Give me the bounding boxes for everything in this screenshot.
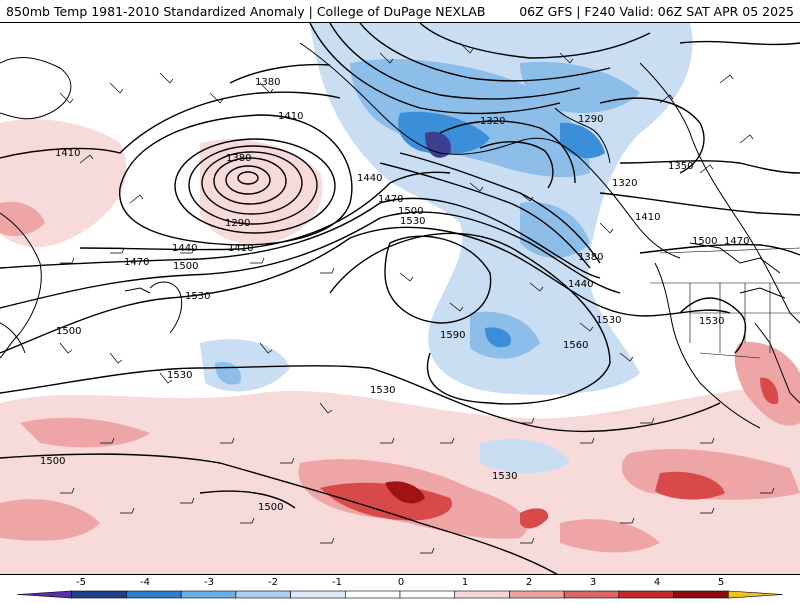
height-contours: [0, 23, 800, 574]
contour-label: 1410: [55, 148, 80, 159]
contour-label: 1470: [124, 257, 149, 268]
colorbar-tick: 1: [462, 577, 468, 588]
colorbar-tick: -2: [268, 577, 278, 588]
contour-label: 1500: [173, 261, 198, 272]
contour-label: 1440: [357, 173, 382, 184]
colorbar-tick: 3: [590, 577, 596, 588]
contour-label: 1350: [668, 161, 693, 172]
cold-anomaly-shading: [200, 23, 693, 474]
colorbar-swatch: [509, 590, 565, 599]
colorbar-tick: -5: [76, 577, 86, 588]
contour-labels: 1380 1410 1410 1380 1290 1440 1410 1470 …: [40, 77, 749, 513]
contour-label: 1290: [225, 218, 250, 229]
contour-label: 1470: [724, 236, 749, 247]
model-valid-time: 06Z GFS | F240 Valid: 06Z SAT APR 05 202…: [519, 4, 794, 19]
colorbar-swatch: [290, 590, 346, 599]
colorbar-tick-labels: -5 -4 -3 -2 -1 0 1 2 3 4 5: [76, 577, 724, 588]
colorbar-swatch: [180, 590, 237, 599]
contour-label: 1530: [185, 291, 210, 302]
colorbar-tick: 2: [526, 577, 532, 588]
contour-label: 1470: [378, 194, 403, 205]
contour-label: 1500: [56, 326, 81, 337]
colorbar-tick: 0: [398, 577, 404, 588]
contour-label: 1500: [398, 206, 423, 217]
contour-label: 1410: [278, 111, 303, 122]
contour-label: 1440: [172, 243, 197, 254]
contour-label: 1380: [578, 252, 603, 263]
contour-label: 1380: [226, 153, 251, 164]
contour-label: 1530: [492, 471, 517, 482]
colorbar: -5 -4 -3 -2 -1 0 1 2 3 4 5: [0, 575, 800, 600]
colorbar-swatches: [16, 590, 784, 599]
contour-label: 1500: [40, 456, 65, 467]
contour-label: 1530: [400, 216, 425, 227]
colorbar-swatch: [235, 590, 291, 599]
contour-label: 1530: [596, 315, 621, 326]
colorbar-tick: -4: [140, 577, 150, 588]
contour-label: 1440: [568, 279, 593, 290]
colorbar-tick: 5: [718, 577, 724, 588]
colorbar-tick: -3: [204, 577, 214, 588]
contour-label: 1320: [612, 178, 637, 189]
colorbar-swatch: [454, 590, 510, 599]
contour-label: 1530: [699, 316, 724, 327]
colorbar-swatch: [344, 590, 401, 599]
contour-label: 1380: [255, 77, 280, 88]
contour-label: 1410: [635, 212, 660, 223]
contour-label: 1500: [692, 236, 717, 247]
colorbar-tick: 4: [654, 577, 660, 588]
colorbar-tick: -1: [332, 577, 342, 588]
colorbar-swatch: [618, 590, 674, 599]
colorbar-swatch: [563, 590, 620, 599]
contour-label: 1410: [228, 243, 253, 254]
colorbar-swatch: [126, 590, 182, 599]
map-title: 850mb Temp 1981-2010 Standardized Anomal…: [6, 4, 486, 19]
header: 850mb Temp 1981-2010 Standardized Anomal…: [0, 0, 800, 22]
contour-label: 1590: [440, 330, 465, 341]
colorbar-swatch: [727, 590, 784, 599]
colorbar-swatch: [16, 590, 73, 599]
colorbar-swatch: [399, 590, 456, 599]
contour-label: 1290: [578, 114, 603, 125]
contour-label: 1320: [480, 116, 505, 127]
weather-map: 1380 1410 1410 1380 1290 1440 1410 1470 …: [0, 22, 800, 575]
contour-label: 1560: [563, 340, 588, 351]
contour-label: 1530: [167, 370, 192, 381]
wind-barbs: [59, 42, 775, 554]
contour-label: 1530: [370, 385, 395, 396]
colorbar-swatch: [673, 590, 729, 599]
contour-label: 1500: [258, 502, 283, 513]
colorbar-swatch: [71, 590, 127, 599]
